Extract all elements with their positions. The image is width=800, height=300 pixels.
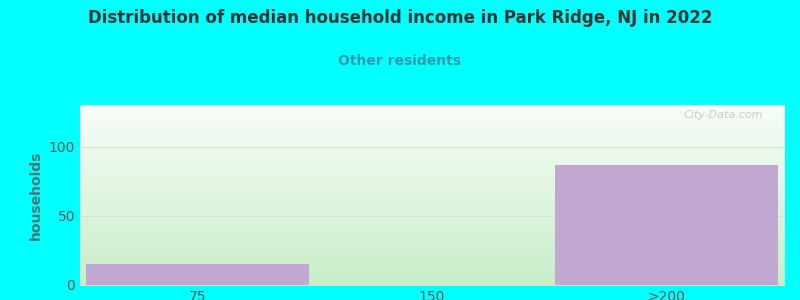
Text: Other residents: Other residents (338, 54, 462, 68)
Text: City-Data.com: City-Data.com (683, 110, 763, 120)
Y-axis label: households: households (30, 150, 43, 240)
Text: Distribution of median household income in Park Ridge, NJ in 2022: Distribution of median household income … (88, 9, 712, 27)
Bar (86, 264, 309, 285)
Bar (555, 164, 778, 285)
